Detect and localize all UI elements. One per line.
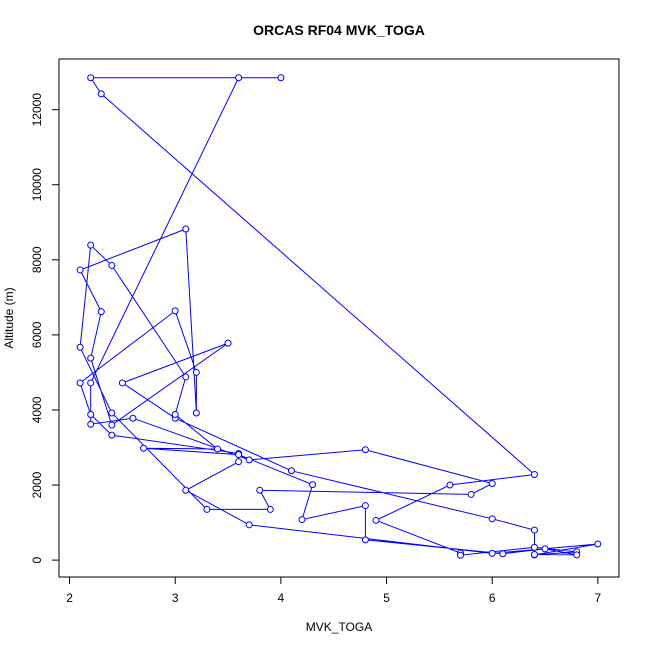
data-point (235, 74, 243, 82)
data-point (530, 471, 538, 479)
data-point (76, 343, 84, 351)
y-tick-label: 12000 (30, 93, 44, 127)
y-tick-label: 8000 (30, 246, 44, 273)
data-point (594, 540, 602, 548)
data-point (76, 379, 84, 387)
data-point (541, 545, 549, 553)
x-tick-label: 5 (383, 591, 390, 605)
data-point (140, 444, 148, 452)
series-line (79, 77, 598, 556)
y-axis: 0 2000 4000 6000 8000 10000 12000 (30, 93, 60, 563)
data-point (277, 74, 285, 82)
data-point (182, 225, 190, 233)
data-point (171, 307, 179, 315)
data-point (361, 502, 369, 510)
data-point (108, 421, 116, 429)
data-point (192, 409, 200, 417)
data-point (108, 409, 116, 417)
data-point (530, 526, 538, 534)
y-tick-label: 10000 (30, 168, 44, 202)
data-point (203, 505, 211, 513)
data-point (499, 550, 507, 558)
data-point (287, 467, 295, 475)
data-point (97, 308, 105, 316)
data-point (235, 451, 243, 459)
y-axis-label: Altitude (m) (2, 287, 16, 348)
data-point (530, 543, 538, 551)
data-point (76, 266, 84, 274)
x-tick-label: 6 (489, 591, 496, 605)
chart-title: ORCAS RF04 MVK_TOGA (253, 22, 425, 38)
data-point (488, 480, 496, 488)
data-point (87, 420, 95, 428)
data-point (118, 379, 126, 387)
data-point (224, 339, 232, 347)
data-point (361, 446, 369, 454)
x-tick-label: 7 (595, 591, 602, 605)
data-point (245, 456, 253, 464)
data-point (266, 505, 274, 513)
x-tick-label: 2 (66, 591, 73, 605)
data-point (467, 490, 475, 498)
plot-area-border (58, 58, 620, 578)
data-point (530, 550, 538, 558)
data-point (298, 516, 306, 524)
data-point (245, 521, 253, 529)
y-tick-label: 2000 (30, 471, 44, 498)
data-point (488, 515, 496, 523)
data-point (87, 241, 95, 249)
y-tick-label: 6000 (30, 321, 44, 348)
data-point (213, 445, 221, 453)
data-point (108, 431, 116, 439)
data-point (256, 486, 264, 494)
data-point (97, 90, 105, 98)
data-point (372, 516, 380, 524)
x-axis: 2 3 4 5 6 7 (66, 576, 602, 605)
data-point (129, 414, 137, 422)
data-point (235, 458, 243, 466)
data-point (309, 481, 317, 489)
data-point (87, 410, 95, 418)
data-point (182, 486, 190, 494)
data-point (192, 368, 200, 376)
data-point (488, 549, 496, 557)
data-point (108, 261, 116, 269)
x-tick-label: 3 (172, 591, 179, 605)
x-axis-label: MVK_TOGA (306, 620, 372, 634)
data-point (87, 74, 95, 82)
data-point (361, 536, 369, 544)
y-tick-label: 0 (30, 556, 44, 563)
data-point (457, 551, 465, 559)
data-point (182, 373, 190, 381)
y-tick-label: 4000 (30, 396, 44, 423)
x-tick-label: 4 (278, 591, 285, 605)
data-point (87, 379, 95, 387)
data-point (446, 481, 454, 489)
data-point (87, 354, 95, 362)
data-point (171, 410, 179, 418)
data-point (573, 551, 581, 559)
series-layer (76, 74, 602, 559)
